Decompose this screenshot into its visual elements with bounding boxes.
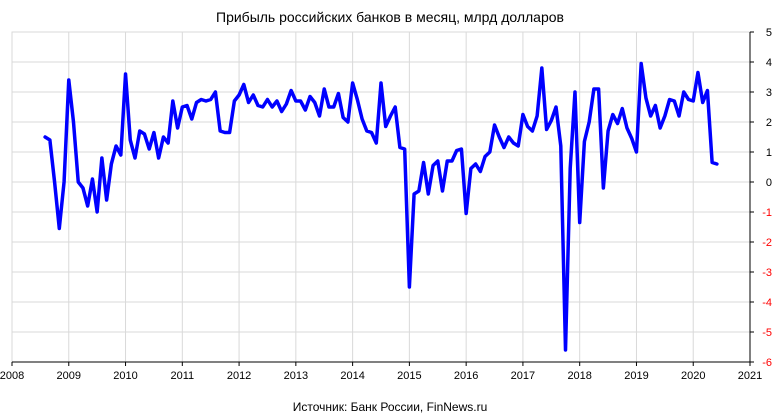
y-tick-label: -6 — [762, 357, 772, 369]
y-tick-label: -4 — [762, 297, 772, 309]
y-tick-label: -5 — [762, 327, 772, 339]
y-tick-label: -1 — [762, 207, 772, 219]
y-tick-label: 2 — [766, 117, 772, 129]
x-tick-label: 2021 — [738, 370, 762, 382]
x-tick-label: 2017 — [511, 370, 535, 382]
source-note: Источник: Банк России, FinNews.ru — [293, 400, 488, 414]
x-tick-label: 2011 — [170, 370, 194, 382]
series — [43, 61, 719, 352]
y-tick-label: 1 — [766, 147, 772, 159]
x-tick-label: 2014 — [340, 370, 364, 382]
x-tick-label: 2018 — [567, 370, 591, 382]
y-tick-label: -2 — [762, 237, 772, 249]
grid — [11, 31, 751, 363]
x-tick-label: 2019 — [624, 370, 648, 382]
x-tick-label: 2008 — [0, 370, 24, 382]
x-tick-label: 2013 — [284, 370, 308, 382]
y-tick-label: 4 — [766, 57, 772, 69]
x-tick-labels: 2008 2009 2010 2011 2012 2013 2014 2015 2016 2017… — [0, 370, 762, 382]
chart-title: Прибыль российских банков в месяц, млрд … — [216, 9, 564, 25]
y-tick-labels: 5 4 3 2 1 0 -1 -2 -3 -4 -5 -6 — [762, 27, 772, 369]
series-line — [43, 61, 719, 352]
x-tick-label: 2016 — [454, 370, 478, 382]
y-tick-label: 3 — [766, 87, 772, 99]
y-tick-label: -3 — [762, 267, 772, 279]
axes — [11, 31, 754, 366]
x-tick-label: 2009 — [57, 370, 81, 382]
x-tick-label: 2012 — [227, 370, 251, 382]
x-tick-label: 2010 — [113, 370, 137, 382]
y-tick-label: 5 — [766, 27, 772, 39]
x-tick-label: 2020 — [681, 370, 705, 382]
x-tick-label: 2015 — [397, 370, 421, 382]
y-tick-label: 0 — [766, 177, 772, 189]
